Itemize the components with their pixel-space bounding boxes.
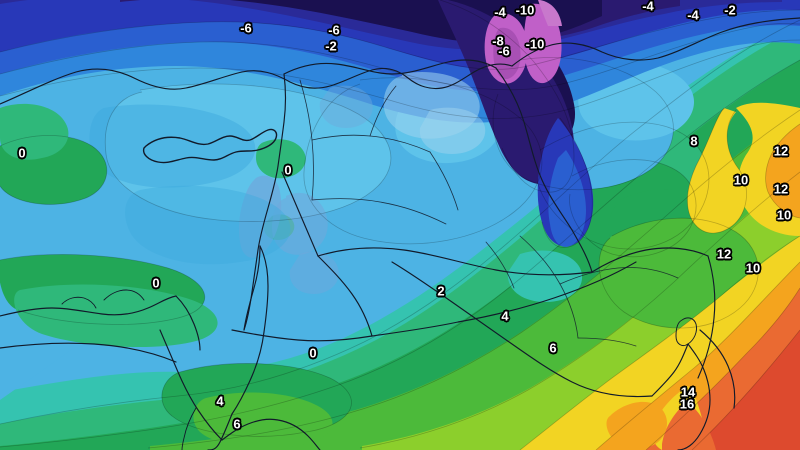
cold-region-group (0, 0, 800, 247)
extreme-cold-core-group (484, 0, 562, 84)
geography-group (0, 17, 800, 450)
border-jordan-saudi (371, 261, 637, 337)
coastline-qatar (675, 317, 697, 347)
band-12C-north2 (687, 108, 747, 234)
coastline-egypt-delta (103, 289, 145, 301)
border-iraq-north (591, 247, 709, 273)
blob-blue-jordan (272, 192, 328, 255)
border-syria-sw (281, 171, 319, 257)
border-kuwait (651, 343, 689, 397)
blob-blue-jordan2 (289, 251, 339, 294)
coastline-egypt-long (0, 342, 177, 363)
band-14C-north (765, 124, 800, 218)
border-syria-east (495, 67, 593, 273)
hot-spur-b (662, 404, 716, 450)
blob-teal-1 (507, 250, 583, 302)
coastline-redsea-1 (221, 418, 321, 450)
border-syria-north (283, 59, 497, 75)
border-syria-south (317, 247, 593, 276)
blob-green-left-2 (0, 103, 69, 160)
border-turkey-north (511, 17, 800, 67)
border-israel-jordan (231, 245, 269, 415)
border-iraq-saudi (391, 261, 653, 398)
border-jordan-south (231, 329, 373, 342)
violet-core-c (538, 0, 562, 26)
coastline-egypt-delta2 (61, 296, 97, 309)
coastline-egypt-south (175, 295, 201, 351)
coastline-levant (243, 73, 287, 331)
blob-green-lebanon (256, 139, 306, 179)
border-internal-syria-5 (429, 151, 459, 211)
coastline-redsea-2 (181, 407, 197, 450)
blob-green-sinai-2 (193, 392, 333, 449)
border-internal-iraq-4 (577, 337, 637, 347)
coastline-gulf-2 (699, 329, 736, 409)
coastline-sinai-west (159, 329, 223, 441)
border-internal-iraq-2 (559, 267, 679, 285)
coastline-cyprus (142, 128, 278, 164)
blob-sea-shade-1 (125, 185, 291, 265)
blob-blue-sy1 (319, 85, 373, 128)
detail-blobs-group (0, 72, 583, 449)
blob-blue-deadsea (238, 175, 282, 258)
coastline-egypt (0, 295, 177, 317)
coastline-gulf (677, 343, 711, 450)
violet-core-d (493, 27, 521, 80)
border-internal-syria-3 (311, 198, 447, 225)
coastline-israel (243, 245, 261, 331)
band-18C-south (692, 330, 800, 450)
cold-nose-outer (438, 0, 575, 185)
blob-green-tur-2 (14, 284, 218, 348)
blob-blue-pale-2 (419, 107, 486, 154)
border-internal-iraq-3 (485, 241, 515, 289)
hot-pocket-c (606, 401, 667, 449)
border-jordan-east (317, 255, 373, 337)
cold-tail-inner (548, 150, 586, 247)
blob-cyprus-tint (89, 104, 256, 188)
hot-region-group (520, 102, 800, 450)
coastline-turkey (0, 63, 513, 105)
border-internal-syria-4 (369, 85, 397, 137)
border-iraq-iran (697, 255, 716, 379)
